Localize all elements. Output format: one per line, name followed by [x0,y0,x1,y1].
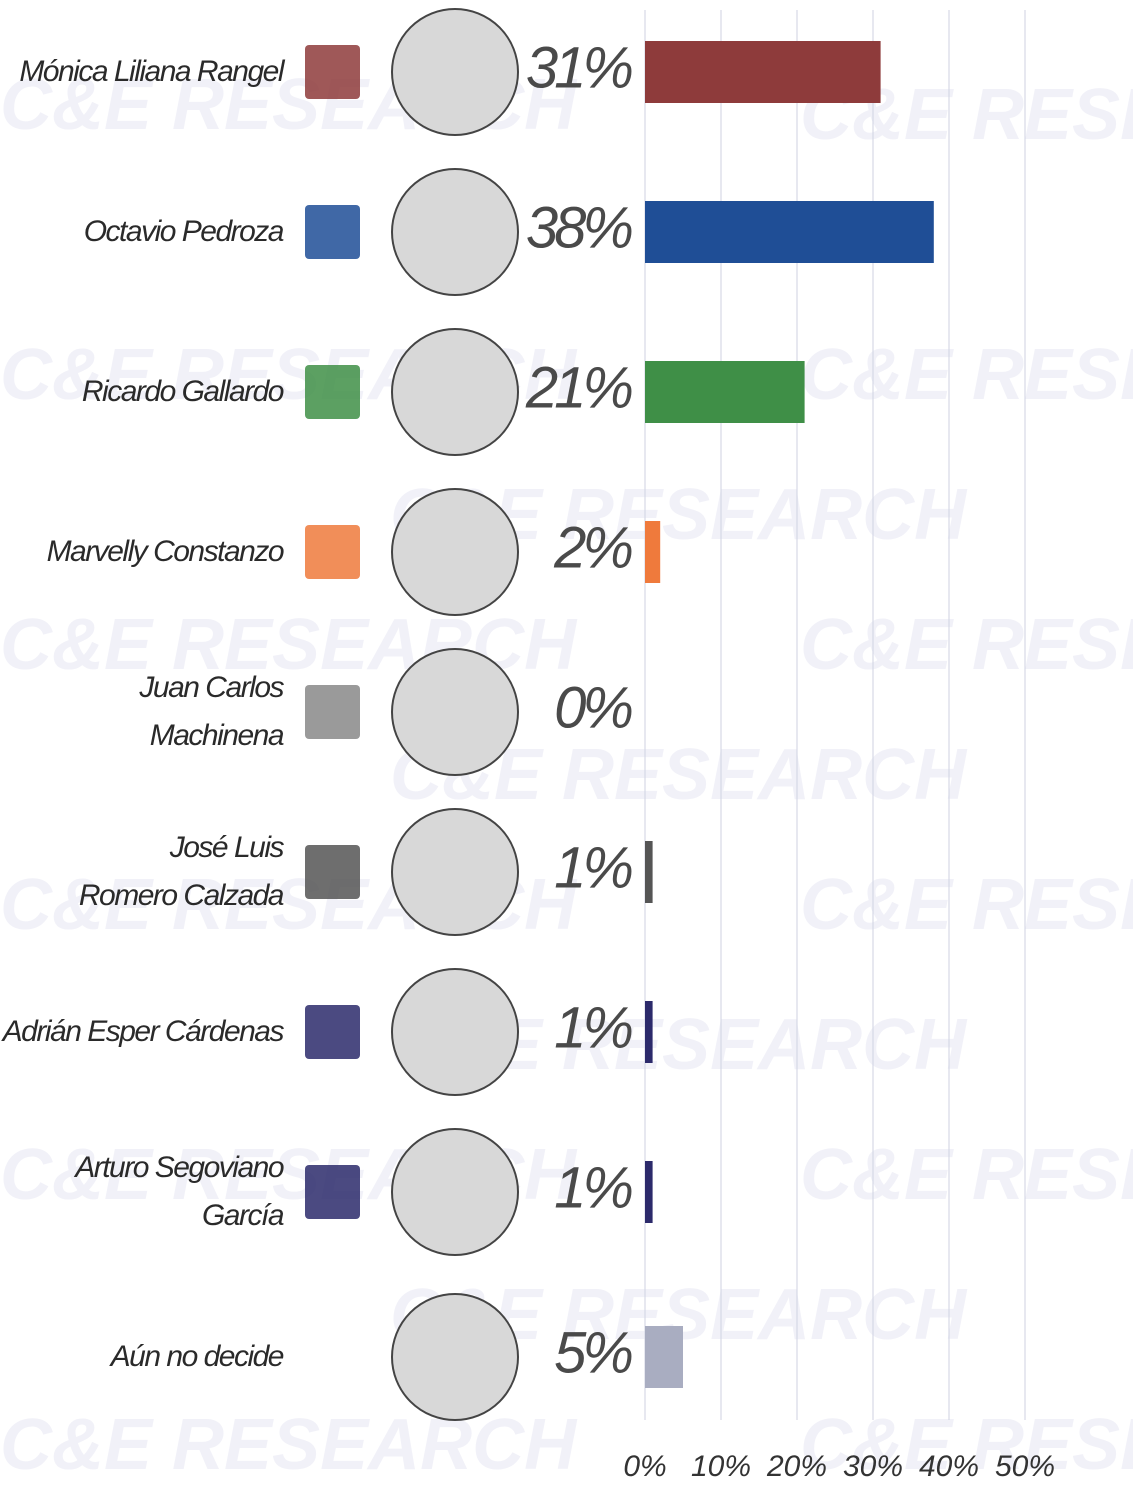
bar [645,1001,653,1063]
x-tick-label: 50% [995,1450,1055,1483]
party-logo [305,685,360,739]
candidate-name: Mónica Liliana Rangel [19,55,284,88]
value-label: 31% [526,35,633,100]
candidate-name: Arturo Segoviano García [75,1151,284,1232]
candidate-name: Ricardo Gallardo [81,375,285,408]
bar [645,1161,653,1223]
party-logo [305,1005,360,1059]
watermark: C&E RESEARCH [0,1405,578,1485]
candidate-photo [391,328,519,456]
value-label: 1% [554,835,632,900]
candidate-photo [391,1293,519,1421]
bar [645,361,805,423]
x-tick-label: 10% [691,1450,751,1483]
candidate-photo [391,648,519,776]
candidate-name: José Luis Romero Calzada [78,831,285,912]
x-tick-label: 20% [766,1450,827,1483]
party-logo [305,525,360,579]
party-logo [305,1165,360,1219]
party-logo [305,845,360,899]
bar [645,1326,683,1388]
bar [645,841,653,903]
x-tick-label: 0% [623,1450,666,1483]
x-tick-label: 30% [843,1450,903,1483]
candidate-photo [391,168,519,296]
candidate-photo [391,488,519,616]
candidate-photo [391,1128,519,1256]
x-tick-label: 40% [919,1450,979,1483]
watermark: C&E RESEARCH [800,605,1133,685]
candidate-name: Aún no decide [110,1340,285,1373]
bar [645,41,881,103]
value-label: 0% [554,675,632,740]
value-label: 1% [554,995,632,1060]
value-label: 21% [525,355,633,420]
party-logo [305,365,360,419]
value-label: 38% [526,195,633,260]
bar [645,521,661,583]
candidate-name: Adrián Esper Cárdenas [2,1015,285,1048]
watermark: C&E RESEARCH [800,1405,1133,1485]
party-logo [305,45,360,99]
party-logo [305,205,360,259]
candidate-name: Juan Carlos Machinena [139,671,284,752]
watermark: C&E RESEARCH [800,865,1133,945]
candidate-name: Octavio Pedroza [83,215,285,248]
value-label: 2% [553,515,632,580]
watermark: C&E RESEARCH [800,335,1133,415]
candidate-name: Marvelly Constanzo [46,535,285,568]
value-label: 1% [554,1155,632,1220]
bar [645,201,934,263]
watermark: C&E RESEARCH [800,1135,1133,1215]
candidate-photo [391,808,519,936]
candidate-photo [391,968,519,1096]
value-label: 5% [554,1320,632,1385]
candidate-photo [391,8,519,136]
